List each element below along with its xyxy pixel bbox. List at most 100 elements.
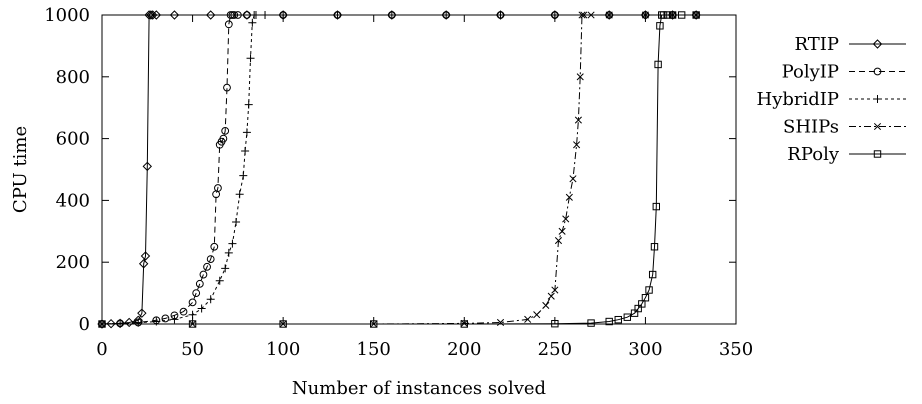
- data-point: [242, 10, 252, 20]
- y-axis-title: CPU time: [10, 126, 31, 213]
- data-point: [170, 315, 179, 324]
- data-point: [192, 289, 201, 298]
- data-point: [251, 11, 260, 19]
- x-tick-label: 0: [96, 339, 107, 360]
- data-point: [188, 310, 197, 319]
- legend-item-polyip: PolyIP: [782, 62, 906, 83]
- y-tick-label: 800: [56, 67, 90, 88]
- y-axis-ticks: 0 200 400 600 800 1000: [44, 5, 736, 335]
- data-point: [248, 18, 257, 27]
- series-ships: [98, 11, 700, 328]
- data-point: [605, 317, 613, 326]
- legend-item-rtip: RTIP: [795, 34, 906, 55]
- data-point: [562, 215, 570, 223]
- data-point: [279, 320, 287, 328]
- data-point: [558, 227, 566, 235]
- data-point: [197, 304, 206, 313]
- data-point: [623, 313, 632, 321]
- legend-swatch-marker: [873, 150, 882, 158]
- series-polyip: [98, 11, 701, 328]
- data-point: [542, 301, 550, 310]
- data-point: [134, 318, 143, 327]
- data-point: [199, 270, 208, 279]
- data-point: [221, 264, 230, 273]
- y-tick-label: 600: [56, 129, 90, 150]
- data-point: [648, 270, 657, 279]
- data-point: [279, 11, 288, 19]
- data-point: [148, 10, 158, 20]
- y-tick-label: 200: [56, 252, 90, 273]
- data-point: [239, 171, 248, 180]
- series-line-rpoly: [102, 14, 697, 325]
- data-point: [663, 11, 671, 19]
- data-point: [151, 10, 162, 20]
- data-point: [140, 251, 151, 261]
- series-line-polyip: [101, 14, 697, 325]
- data-point: [551, 286, 559, 294]
- data-point: [215, 276, 224, 285]
- data-point: [333, 11, 342, 19]
- legend-swatch-marker: [872, 39, 883, 49]
- legend-label: RPoly: [787, 144, 840, 165]
- data-point: [203, 262, 211, 271]
- legend-label: PolyIP: [782, 62, 839, 83]
- data-point: [460, 320, 468, 328]
- legend-swatch-marker: [873, 95, 882, 103]
- data-point: [587, 11, 595, 19]
- x-axis-title: Number of instances solved: [292, 378, 546, 399]
- legend: RTIP PolyIP HybridIP SHIPs RPoly: [757, 34, 906, 165]
- data-point: [228, 239, 237, 248]
- data-point: [656, 22, 664, 30]
- series-rtip: [97, 10, 701, 329]
- data-point: [106, 318, 116, 329]
- data-point: [650, 243, 659, 251]
- data-point: [496, 318, 505, 327]
- data-point: [221, 126, 230, 135]
- data-point: [233, 11, 242, 19]
- data-point: [547, 292, 555, 300]
- data-point: [188, 298, 197, 307]
- y-tick-label: 1000: [44, 5, 90, 26]
- data-point: [179, 307, 188, 316]
- data-point: [677, 11, 686, 19]
- data-point: [641, 11, 649, 19]
- data-point: [645, 286, 653, 294]
- data-point: [641, 294, 650, 302]
- x-tick-label: 200: [447, 339, 481, 360]
- data-point: [370, 320, 378, 328]
- legend-label: SHIPs: [783, 117, 839, 138]
- data-point: [587, 319, 595, 327]
- data-point: [241, 146, 250, 155]
- series-line-hybridip: [101, 14, 697, 325]
- data-point: [188, 320, 197, 328]
- data-point: [551, 319, 559, 328]
- series-line-ships: [102, 14, 697, 325]
- series-hybridip: [98, 11, 701, 328]
- data-point: [550, 11, 559, 19]
- data-point: [573, 141, 581, 149]
- data-point: [224, 20, 233, 29]
- legend-swatch-marker: [873, 122, 882, 131]
- data-point: [138, 259, 149, 269]
- y-tick-label: 0: [79, 314, 90, 335]
- data-point: [387, 11, 396, 19]
- data-point: [206, 255, 215, 264]
- x-tick-label: 50: [181, 339, 204, 360]
- series-rpoly: [98, 11, 700, 328]
- data-point: [554, 237, 563, 245]
- data-point: [219, 134, 228, 143]
- x-tick-label: 100: [266, 339, 300, 360]
- x-axis-ticks: 0 50 100 150 200 250 300 350: [96, 15, 753, 360]
- legend-item-rpoly: RPoly: [787, 144, 906, 165]
- data-point: [142, 161, 152, 172]
- data-point: [235, 190, 244, 199]
- data-point: [574, 116, 582, 124]
- data-point: [614, 315, 622, 324]
- legend-label: RTIP: [795, 34, 839, 55]
- data-point: [496, 11, 505, 19]
- data-point: [205, 10, 216, 20]
- data-point: [605, 11, 613, 19]
- legend-item-ships: SHIPs: [783, 117, 906, 138]
- data-point: [144, 10, 154, 20]
